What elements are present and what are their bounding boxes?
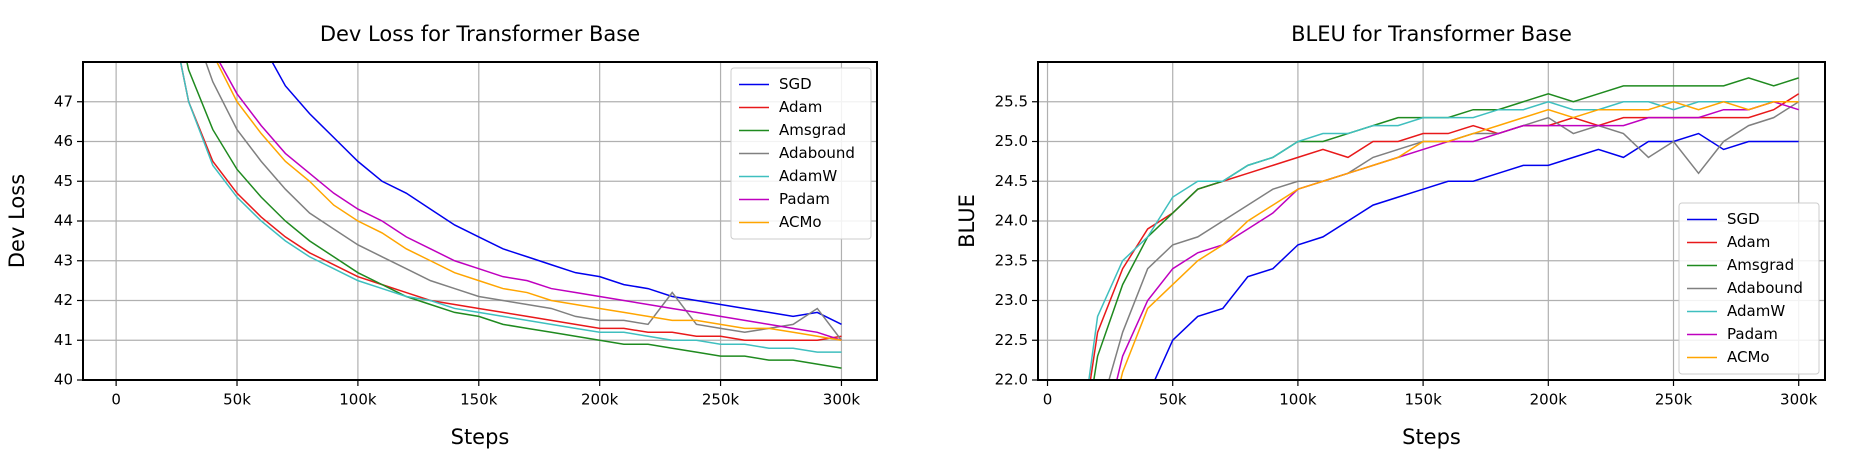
legend-label: AdamW — [779, 167, 837, 185]
series-group — [1088, 77, 1800, 380]
y-tick-label: 24.0 — [995, 212, 1028, 230]
series-line — [1154, 132, 1799, 380]
legend-label: SGD — [779, 75, 812, 93]
series-line — [186, 62, 842, 369]
legend-label: Amsgrad — [779, 121, 846, 139]
y-tick-label: 42 — [54, 291, 73, 309]
x-tick-label: 250k — [1655, 391, 1693, 409]
legend: SGD Adam Amsgrad Adabound AdamW Padam ACMo — [730, 67, 872, 240]
y-tick-label: 45 — [54, 172, 73, 190]
y-tick-label: 22.5 — [995, 331, 1028, 349]
chart-title: BLEU for Transformer Base — [1291, 22, 1572, 46]
x-tick-label: 150k — [1404, 391, 1442, 409]
x-axis-label: Steps — [451, 425, 510, 449]
y-tick-label: 40 — [54, 371, 73, 389]
legend-label: Adabound — [779, 144, 855, 162]
y-tick-label: 23.0 — [995, 291, 1028, 309]
x-tick-label: 300k — [823, 391, 861, 409]
series-line — [179, 62, 842, 341]
y-tick-label: 25.0 — [995, 132, 1028, 150]
x-tick-label: 200k — [1530, 391, 1568, 409]
x-tick-label: 200k — [581, 391, 619, 409]
x-tick-label: 250k — [702, 391, 740, 409]
legend-box — [1678, 202, 1820, 375]
series-line — [204, 62, 843, 341]
y-tick-label: 44 — [54, 212, 73, 230]
x-tick-label: 150k — [460, 391, 498, 409]
series-line — [271, 62, 842, 326]
y-tick-label: 25.5 — [995, 92, 1028, 110]
series-line — [1119, 100, 1799, 380]
legend-label: ACMo — [779, 213, 822, 231]
x-tick-label: 100k — [339, 391, 377, 409]
x-axis-label: Steps — [1402, 425, 1461, 449]
y-tick-label: 41 — [54, 331, 73, 349]
legend-label: Amsgrad — [1727, 256, 1794, 274]
series-group — [179, 62, 843, 369]
legend-label: Padam — [1727, 325, 1778, 343]
y-tick-label: 24.5 — [995, 172, 1028, 190]
legend: SGD Adam Amsgrad Adabound AdamW Padam ACMo — [1678, 202, 1820, 375]
x-tick-label: 50k — [223, 391, 251, 409]
series-line — [216, 62, 842, 341]
x-tick-label: 0 — [1043, 391, 1053, 409]
x-tick-label: 300k — [1780, 391, 1818, 409]
legend-label: Adabound — [1727, 279, 1803, 297]
chart: Dev Loss for Transformer Base Steps Dev Lo… — [5, 22, 878, 449]
x-tick-label: 100k — [1279, 391, 1317, 409]
series-line — [179, 62, 842, 353]
y-tick-label: 22.0 — [995, 371, 1028, 389]
plot-frame — [82, 61, 878, 381]
legend-box — [730, 67, 872, 240]
legend-label: Adam — [1727, 233, 1770, 251]
y-tick-label: 47 — [54, 92, 73, 110]
legend-label: ACMo — [1727, 348, 1770, 366]
series-line — [1116, 100, 1799, 380]
y-tick-label: 46 — [54, 132, 73, 150]
y-axis-label: Dev Loss — [5, 174, 29, 268]
series-line — [1088, 100, 1799, 380]
chart-title: Dev Loss for Transformer Base — [320, 22, 640, 46]
x-tick-label: 50k — [1159, 391, 1187, 409]
legend-label: AdamW — [1727, 302, 1785, 320]
legend-label: SGD — [1727, 210, 1760, 228]
legend-label: Padam — [779, 190, 830, 208]
series-line — [218, 62, 842, 341]
y-tick-label: 43 — [54, 251, 73, 269]
chart: BLEU for Transformer Base Steps BLUE 0 50k 10… — [955, 22, 1826, 449]
y-tick-label: 23.5 — [995, 251, 1028, 269]
y-axis-label: BLUE — [955, 194, 979, 248]
x-tick-label: 0 — [111, 391, 121, 409]
legend-label: Adam — [779, 98, 822, 116]
plot-frame — [1037, 61, 1826, 381]
